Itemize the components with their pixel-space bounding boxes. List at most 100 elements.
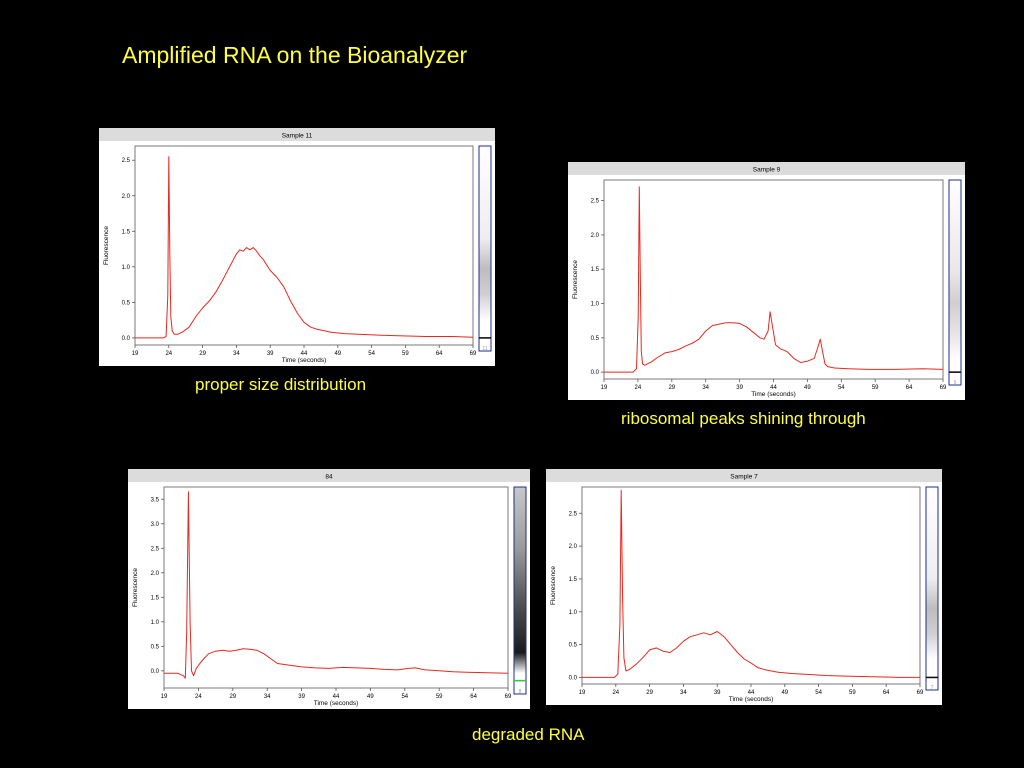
caption-ribosomal-peaks: ribosomal peaks shining through bbox=[621, 409, 866, 428]
y-tick-label: 2.0 bbox=[569, 544, 578, 550]
slide-title: Amplified RNA on the Bioanalyzer bbox=[122, 42, 468, 68]
x-tick-label: 49 bbox=[334, 351, 341, 357]
chart-panel-sample-7: Sample 7 0.0 0.5 1.0 1.5 2.0 2.5 19 24 29 34 39 44 49… bbox=[546, 469, 942, 705]
x-tick-label: 44 bbox=[770, 385, 777, 391]
gel-band-marker bbox=[949, 371, 961, 373]
y-tick-label: 1.0 bbox=[569, 610, 578, 616]
gel-lane bbox=[925, 486, 939, 691]
y-axis-label: Fluorescence bbox=[103, 226, 110, 265]
x-tick-label: 44 bbox=[333, 694, 340, 700]
y-tick-label: 0.5 bbox=[591, 336, 600, 342]
y-tick-label: 1.5 bbox=[151, 595, 160, 601]
x-tick-label: 24 bbox=[165, 351, 172, 357]
x-tick-label: 69 bbox=[505, 694, 512, 700]
gel-band-marker bbox=[479, 337, 491, 339]
y-tick-label: 1.5 bbox=[591, 267, 600, 273]
chart-svg: Sample 7 0.0 0.5 1.0 1.5 2.0 2.5 19 24 29 34 39 44 49… bbox=[546, 469, 942, 703]
plot-area bbox=[581, 486, 921, 685]
y-axis-label: Fluorescence bbox=[550, 566, 557, 605]
x-tick-label: 64 bbox=[906, 385, 913, 391]
chart-title: Sample 9 bbox=[753, 167, 781, 174]
x-tick-label: 19 bbox=[161, 694, 168, 700]
y-tick-label: 2.0 bbox=[151, 571, 160, 577]
fluorescence-trace bbox=[582, 489, 920, 678]
x-tick-label: 24 bbox=[195, 694, 202, 700]
y-tick-label: 0.0 bbox=[591, 370, 600, 376]
x-tick-label: 49 bbox=[367, 694, 374, 700]
chart-title: Sample 7 bbox=[730, 474, 758, 481]
x-tick-label: 39 bbox=[736, 385, 743, 391]
y-tick-label: 2.0 bbox=[122, 194, 131, 200]
x-tick-label: 54 bbox=[815, 690, 822, 696]
x-tick-label: 64 bbox=[883, 690, 890, 696]
y-tick-label: 1.0 bbox=[122, 265, 131, 271]
y-tick-label: 2.0 bbox=[591, 233, 600, 239]
y-tick-label: 0.5 bbox=[151, 644, 160, 650]
x-tick-label: 69 bbox=[940, 385, 947, 391]
x-tick-label: 69 bbox=[470, 351, 477, 357]
x-tick-label: 54 bbox=[401, 694, 408, 700]
x-tick-label: 34 bbox=[233, 351, 240, 357]
x-tick-label: 39 bbox=[714, 690, 721, 696]
plot-area bbox=[134, 145, 474, 346]
fluorescence-trace bbox=[604, 186, 944, 373]
x-tick-label: 29 bbox=[668, 385, 675, 391]
chart-panel-sample-9: Sample 9 0.0 0.5 1.0 1.5 2.0 2.5 19 24 29 34 39 44 49… bbox=[568, 162, 965, 400]
x-tick-label: 64 bbox=[436, 351, 443, 357]
x-tick-label: 24 bbox=[635, 385, 642, 391]
y-tick-label: 0.0 bbox=[569, 675, 578, 681]
x-tick-label: 44 bbox=[748, 690, 755, 696]
x-axis-label: Time (seconds) bbox=[751, 391, 796, 398]
chart-svg: Sample 9 0.0 0.5 1.0 1.5 2.0 2.5 19 24 29 34 39 44 49… bbox=[568, 162, 965, 398]
x-tick-label: 29 bbox=[199, 351, 206, 357]
x-tick-label: 69 bbox=[917, 690, 924, 696]
gel-band-marker bbox=[514, 679, 526, 682]
y-tick-label: 1.5 bbox=[569, 577, 578, 583]
lane-number: 11 bbox=[482, 346, 487, 352]
y-tick-label: 2.5 bbox=[122, 158, 131, 164]
x-axis-label: Time (seconds) bbox=[314, 700, 359, 707]
panel-title-bar bbox=[128, 469, 530, 482]
plot-area bbox=[603, 179, 944, 380]
x-axis-label: Time (seconds) bbox=[729, 696, 774, 703]
panel-title-bar bbox=[568, 162, 965, 175]
y-tick-label: 3.5 bbox=[151, 497, 160, 503]
x-tick-label: 59 bbox=[436, 694, 443, 700]
gel-band-marker bbox=[926, 676, 938, 679]
x-tick-label: 39 bbox=[267, 351, 274, 357]
chart-title: Sample 11 bbox=[282, 133, 313, 140]
x-tick-label: 34 bbox=[702, 385, 709, 391]
y-tick-label: 0.5 bbox=[569, 643, 578, 649]
panel-title-bar bbox=[99, 128, 495, 141]
y-tick-label: 1.0 bbox=[591, 302, 600, 308]
chart-title: 84 bbox=[325, 474, 333, 481]
y-tick-label: 1.5 bbox=[122, 229, 131, 235]
x-tick-label: 19 bbox=[132, 351, 139, 357]
y-tick-label: 3.0 bbox=[151, 522, 160, 528]
x-tick-label: 19 bbox=[601, 385, 608, 391]
y-tick-label: 0.0 bbox=[122, 336, 131, 342]
x-tick-label: 64 bbox=[470, 694, 477, 700]
chart-panel-84: 84 0.0 0.5 1.0 1.5 2.0 2.5 3.0 3.5 19 24 29 34 39 44 49… bbox=[128, 469, 530, 709]
y-tick-label: 2.5 bbox=[569, 511, 578, 517]
y-axis-label: Fluorescence bbox=[132, 568, 139, 607]
x-tick-label: 59 bbox=[849, 690, 856, 696]
y-tick-label: 2.5 bbox=[151, 546, 160, 552]
x-tick-label: 49 bbox=[781, 690, 788, 696]
x-tick-label: 19 bbox=[579, 690, 586, 696]
x-tick-label: 44 bbox=[301, 351, 308, 357]
caption-proper-size: proper size distribution bbox=[195, 375, 367, 394]
y-tick-label: 1.0 bbox=[151, 620, 160, 626]
x-tick-label: 24 bbox=[612, 690, 619, 696]
y-tick-label: 2.5 bbox=[591, 199, 600, 205]
fluorescence-trace bbox=[164, 491, 509, 679]
fluorescence-trace bbox=[135, 156, 474, 339]
x-tick-label: 59 bbox=[872, 385, 879, 391]
plot-area bbox=[163, 486, 509, 689]
x-tick-label: 34 bbox=[264, 694, 271, 700]
x-tick-label: 34 bbox=[680, 690, 687, 696]
lane-number: 9 bbox=[954, 380, 957, 386]
x-tick-label: 54 bbox=[838, 385, 845, 391]
chart-panel-sample-11: Sample 11 0.0 0.5 1.0 1.5 2.0 2.5 19 24 29 34 39 44 4… bbox=[99, 128, 495, 366]
lane-number: 7 bbox=[931, 685, 934, 691]
